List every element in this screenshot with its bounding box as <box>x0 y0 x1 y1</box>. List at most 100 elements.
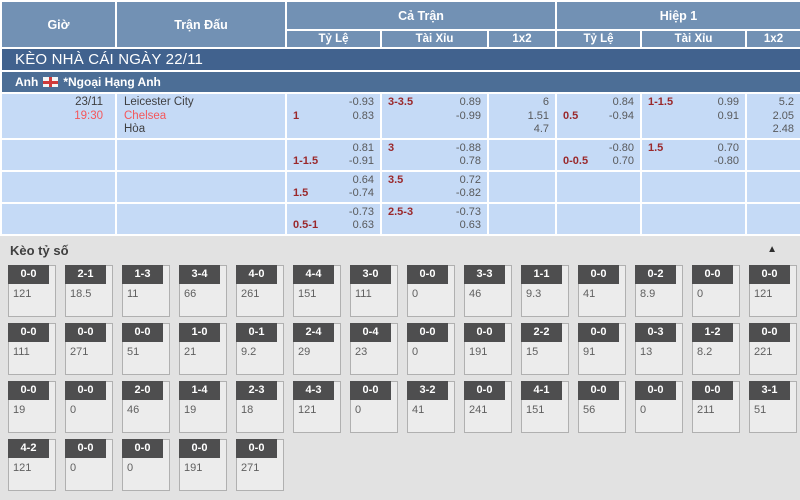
odds-value[interactable]: -0.74 <box>348 187 374 199</box>
score-cell[interactable]: 0-0 56 <box>578 380 626 433</box>
score-odds-value: 151 <box>298 287 317 300</box>
score-cell[interactable]: 0-0 111 <box>8 322 56 375</box>
score-cell[interactable]: 2-1 18.5 <box>65 264 113 317</box>
score-cell[interactable]: 0-0 211 <box>692 380 740 433</box>
odds-value[interactable]: -0.73 <box>348 205 374 218</box>
odds-value[interactable]: 0.81 <box>352 141 374 154</box>
score-badge: 0-0 <box>122 438 163 458</box>
score-cell[interactable]: 0-0 91 <box>578 322 626 375</box>
1x2-odds-value[interactable]: 5.2 <box>778 96 794 108</box>
odds-value[interactable]: -0.94 <box>608 109 634 122</box>
collapse-arrow-icon[interactable]: ▲ <box>767 244 777 255</box>
odds-value[interactable]: 0.78 <box>459 155 481 167</box>
score-cell[interactable]: 0-0 0 <box>122 438 170 491</box>
1x2-odds-value[interactable]: 6 <box>542 96 549 108</box>
table-header-group-row: Giờ Trận Đấu Cả Trận Hiệp 1 <box>0 0 800 49</box>
score-grid-spacer <box>578 439 626 491</box>
away-team-name[interactable]: Chelsea <box>124 109 167 122</box>
score-badge: 0-0 <box>578 380 619 400</box>
score-cell[interactable]: 4-4 151 <box>293 264 341 317</box>
odds-value[interactable]: 0.63 <box>459 219 481 231</box>
home-team-name[interactable]: Leicester City <box>124 96 194 108</box>
odds-value[interactable]: -0.73 <box>455 205 481 218</box>
score-cell[interactable]: 0-0 0 <box>635 380 683 433</box>
score-cell[interactable]: 4-2 121 <box>8 438 56 491</box>
score-cell[interactable]: 0-0 191 <box>179 438 227 491</box>
score-cell[interactable]: 1-0 21 <box>179 322 227 375</box>
score-badge: 4-3 <box>293 380 334 400</box>
odds-value[interactable]: -0.80 <box>608 141 634 154</box>
score-cell[interactable]: 3-2 41 <box>407 380 455 433</box>
odds-value[interactable]: 0.99 <box>717 96 739 108</box>
league-header[interactable]: Anh *Ngoại Hạng Anh <box>0 70 800 94</box>
score-badge: 3-2 <box>407 380 448 400</box>
score-cell[interactable]: 4-3 121 <box>293 380 341 433</box>
1x2-odds-value[interactable]: 2.05 <box>772 109 794 122</box>
score-cell[interactable]: 0-4 23 <box>350 322 398 375</box>
score-cell[interactable]: 0-0 221 <box>749 322 797 375</box>
score-cell[interactable]: 3-0 111 <box>350 264 398 317</box>
score-cell[interactable]: 3-3 46 <box>464 264 512 317</box>
score-cell[interactable]: 0-0 241 <box>464 380 512 433</box>
odds-value[interactable]: 0.72 <box>459 173 481 186</box>
odds-value[interactable]: 0.70 <box>717 141 739 154</box>
score-cell[interactable]: 0-0 41 <box>578 264 626 317</box>
score-cell[interactable]: 0-0 19 <box>8 380 56 433</box>
score-cell[interactable]: 0-0 0 <box>407 322 455 375</box>
odds-value[interactable]: 0.63 <box>352 219 374 231</box>
score-cell[interactable]: 2-2 15 <box>521 322 569 375</box>
odds-value[interactable]: 0.83 <box>352 109 374 122</box>
score-cell[interactable]: 0-1 9.2 <box>236 322 284 375</box>
score-cell[interactable]: 0-0 0 <box>65 438 113 491</box>
score-cell[interactable]: 0-0 0 <box>350 380 398 433</box>
score-cell[interactable]: 2-3 18 <box>236 380 284 433</box>
score-badge: 0-0 <box>179 438 220 458</box>
ft-1x2-cell <box>487 169 557 204</box>
score-cell[interactable]: 1-1 9.3 <box>521 264 569 317</box>
odds-value[interactable]: -0.88 <box>455 141 481 154</box>
score-cell[interactable]: 0-0 0 <box>65 380 113 433</box>
odds-value[interactable]: 0.89 <box>459 96 481 108</box>
score-cell[interactable]: 4-0 261 <box>236 264 284 317</box>
score-cell[interactable]: 1-2 8.2 <box>692 322 740 375</box>
odds-value[interactable]: 0.91 <box>717 109 739 122</box>
odds-value[interactable]: 0.70 <box>612 155 634 167</box>
1x2-odds-value[interactable]: 4.7 <box>533 123 549 135</box>
odds-value[interactable]: 0.84 <box>612 96 634 108</box>
score-odds-value: 271 <box>241 461 260 474</box>
score-cell[interactable]: 0-0 191 <box>464 322 512 375</box>
1x2-odds-value[interactable]: 2.48 <box>772 123 794 135</box>
col-header-ft-1x2: 1x2 <box>487 29 557 49</box>
score-cell[interactable]: 1-4 19 <box>179 380 227 433</box>
score-cell[interactable]: 0-0 271 <box>65 322 113 375</box>
score-cell[interactable]: 0-0 0 <box>407 264 455 317</box>
score-badge: 0-0 <box>8 380 49 400</box>
score-badge: 4-2 <box>8 438 49 458</box>
score-cell[interactable]: 0-3 13 <box>635 322 683 375</box>
score-badge: 0-0 <box>65 380 106 400</box>
score-cell[interactable]: 0-2 8.9 <box>635 264 683 317</box>
score-cell[interactable]: 0-0 271 <box>236 438 284 491</box>
score-cell[interactable]: 0-0 121 <box>749 264 797 317</box>
odds-line: 0.64 <box>293 174 374 188</box>
score-cell[interactable]: 4-1 151 <box>521 380 569 433</box>
1x2-odds-value[interactable]: 1.51 <box>527 109 549 122</box>
score-cell[interactable]: 2-4 29 <box>293 322 341 375</box>
odds-value[interactable]: -0.99 <box>455 109 481 122</box>
odds-line: 0.84 <box>563 96 634 110</box>
score-cell[interactable]: 3-4 66 <box>179 264 227 317</box>
score-badge: 0-0 <box>8 322 49 342</box>
score-cell[interactable]: 0-0 51 <box>122 322 170 375</box>
correct-score-header[interactable]: Kèo tỷ số ▲ <box>0 239 800 262</box>
odds-value[interactable]: -0.82 <box>455 187 481 199</box>
odds-value[interactable]: -0.91 <box>348 155 374 167</box>
score-cell[interactable]: 2-0 46 <box>122 380 170 433</box>
score-cell[interactable]: 3-1 51 <box>749 380 797 433</box>
odds-value[interactable]: -0.93 <box>348 96 374 108</box>
score-cell[interactable]: 0-0 0 <box>692 264 740 317</box>
match-time-cell <box>0 137 117 172</box>
score-cell[interactable]: 1-3 11 <box>122 264 170 317</box>
score-cell[interactable]: 0-0 121 <box>8 264 56 317</box>
odds-value[interactable]: -0.80 <box>713 155 739 167</box>
odds-value[interactable]: 0.64 <box>352 173 374 186</box>
